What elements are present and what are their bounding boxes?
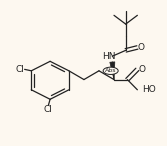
Text: HN: HN bbox=[102, 52, 116, 61]
Text: Cl: Cl bbox=[15, 65, 24, 74]
Polygon shape bbox=[110, 62, 115, 80]
Text: O: O bbox=[138, 65, 145, 74]
Text: HO: HO bbox=[142, 85, 156, 94]
Text: O: O bbox=[137, 43, 144, 52]
Text: Abs: Abs bbox=[105, 68, 116, 73]
Text: Cl: Cl bbox=[44, 105, 53, 114]
Ellipse shape bbox=[103, 67, 118, 74]
